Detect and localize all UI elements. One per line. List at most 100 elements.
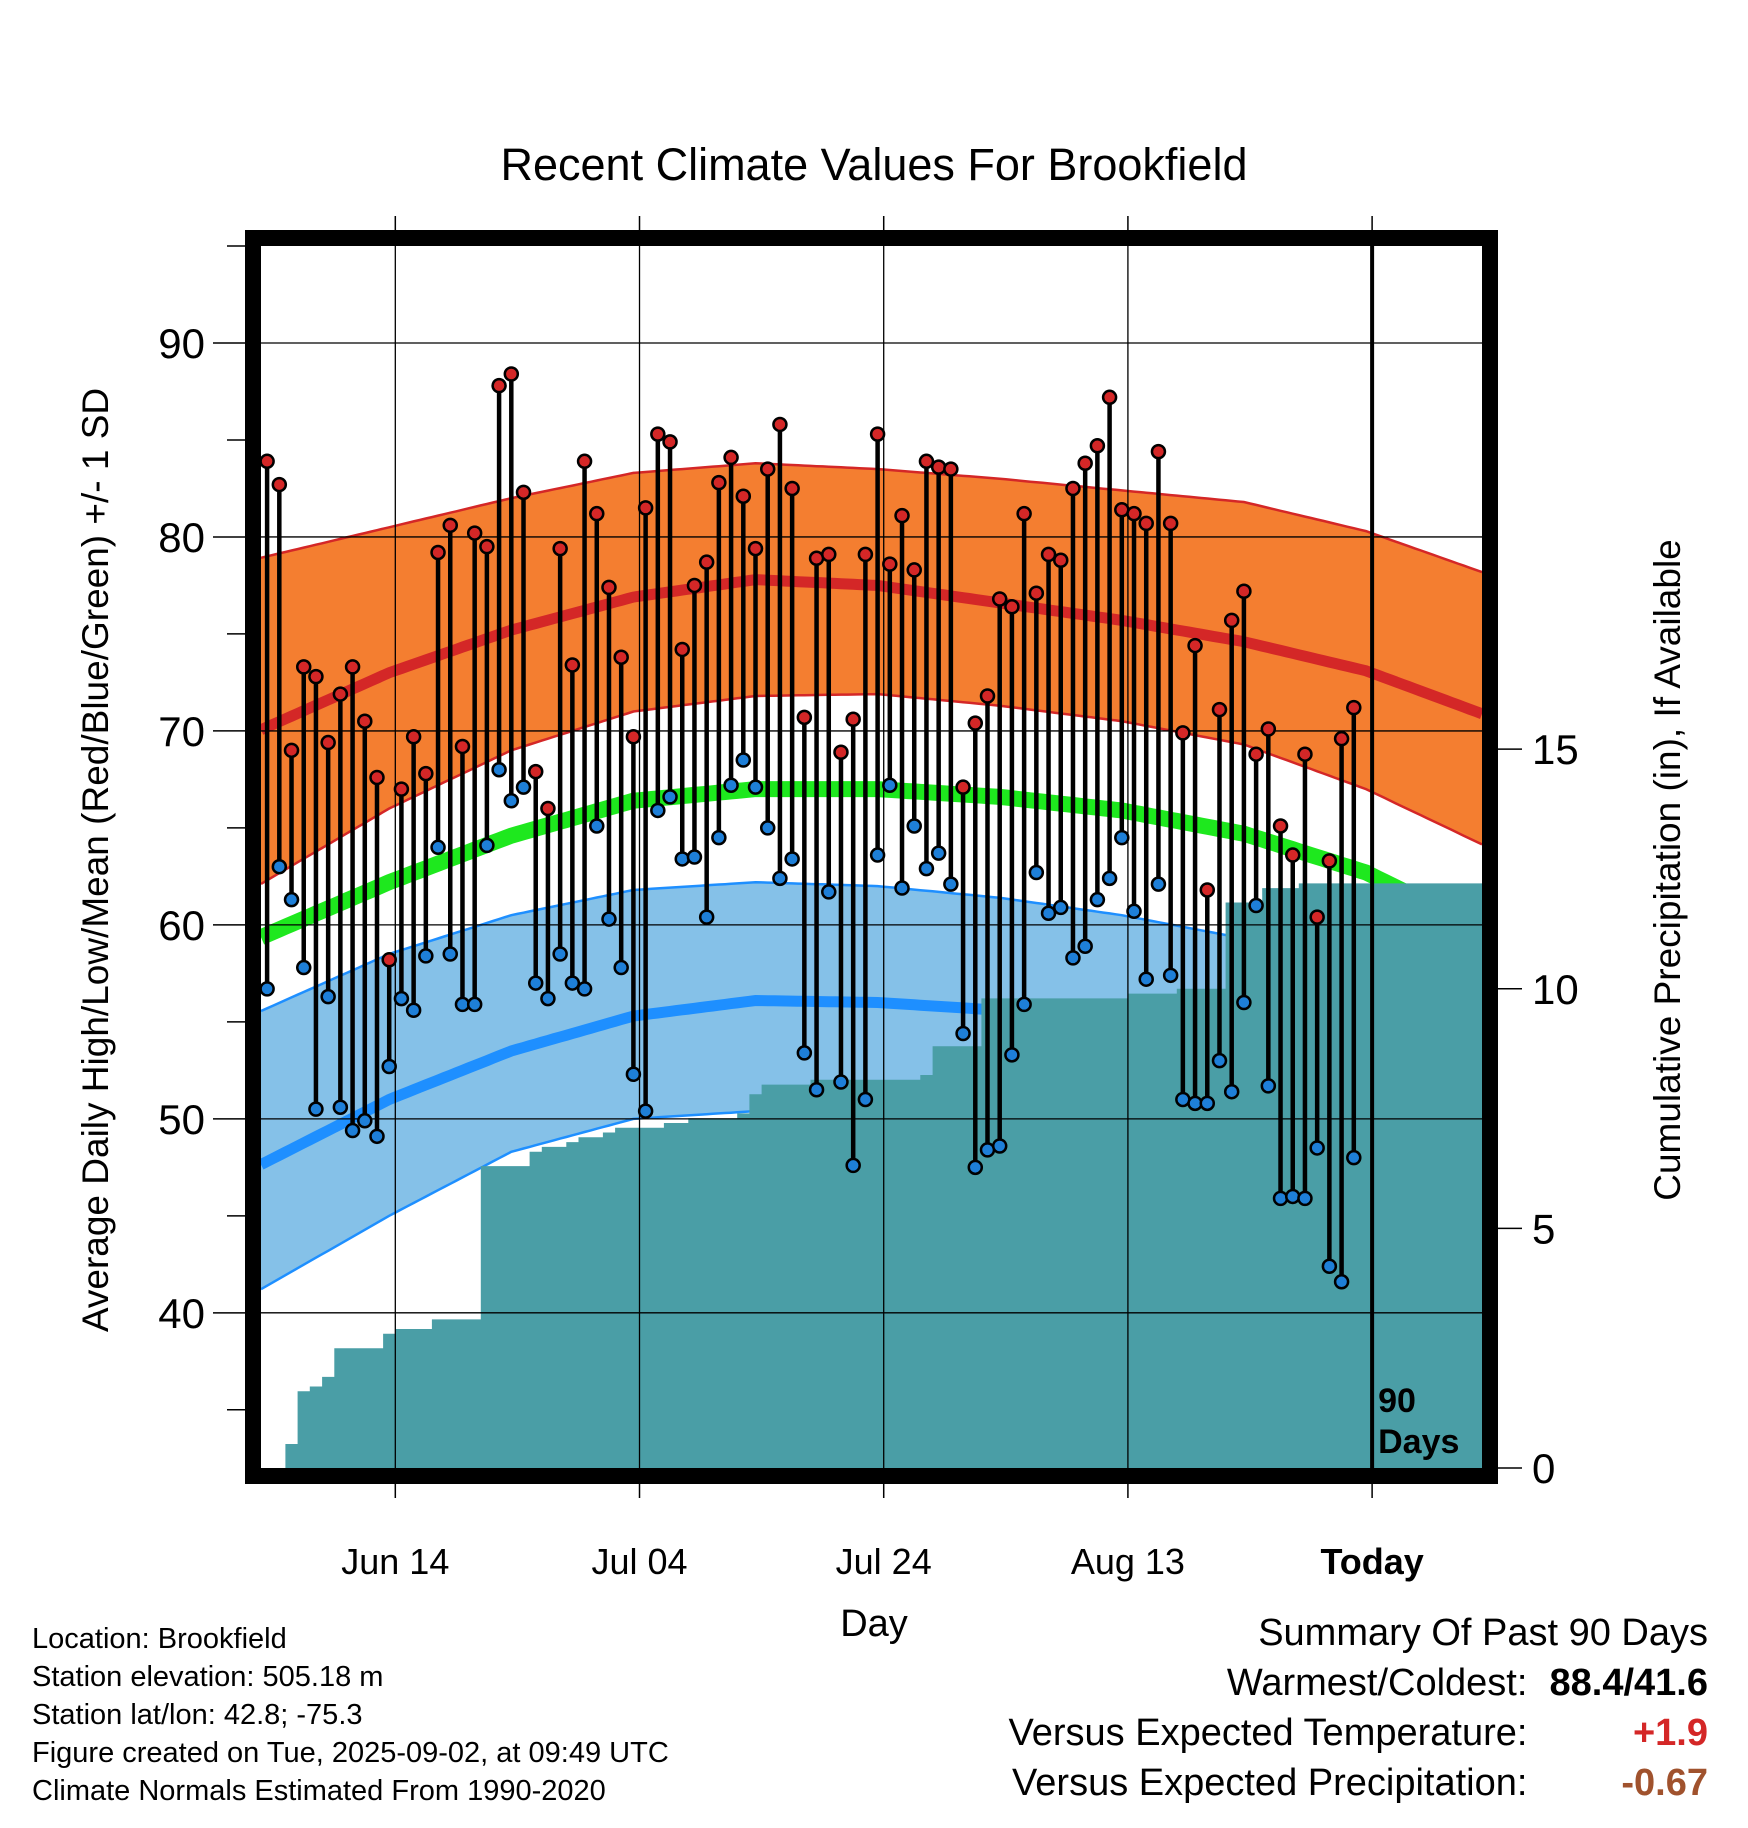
low-point (1053, 899, 1069, 916)
high-point (1040, 546, 1057, 563)
plot-frame (245, 230, 1498, 1484)
low-point (308, 1101, 324, 1117)
low-point (466, 996, 483, 1013)
high-point (527, 763, 544, 780)
high-point (869, 426, 886, 442)
high-point (930, 459, 947, 475)
low-point (320, 988, 336, 1005)
high-point (1077, 455, 1093, 471)
high-point (955, 779, 971, 795)
low-point (1040, 905, 1057, 922)
station-info: Location: Brookfield Station elevation: … (32, 1620, 669, 1810)
precip-row: Versus Expected Precipitation: -0.67 (1009, 1758, 1708, 1808)
high-point (967, 715, 984, 731)
low-point (930, 845, 947, 861)
low-point (759, 820, 776, 836)
high-point (1187, 637, 1203, 654)
summary-title: Summary Of Past 90 Days (1258, 1612, 1708, 1654)
high-point (381, 952, 397, 968)
x-tick-label: Today (1320, 1541, 1423, 1582)
low-point (747, 779, 764, 795)
warm-cold-label: Warmest/Coldest: (1226, 1662, 1528, 1704)
high-point (991, 591, 1008, 607)
y2-tick-label: 5 (1532, 1205, 1555, 1252)
high-point (1004, 599, 1020, 615)
high-point (1333, 730, 1350, 747)
low-point (332, 1099, 349, 1115)
warm-cold-value: 88.4/41.6 (1549, 1662, 1708, 1704)
low-point (1077, 938, 1093, 954)
low-point (735, 752, 752, 768)
low-point (918, 860, 935, 877)
low-point (1236, 994, 1252, 1011)
summary-panel: Summary Of Past 90 Days Warmest/Coldest:… (1009, 1608, 1708, 1808)
high-point (1150, 443, 1167, 460)
y-tick-label: 90 (158, 320, 205, 367)
high-point (698, 554, 715, 570)
temp-row: Versus Expected Temperature: +1.9 (1009, 1708, 1708, 1758)
elevation-text: Station elevation: 505.18 m (32, 1661, 384, 1693)
high-point (1223, 612, 1240, 629)
low-point (405, 1002, 422, 1018)
high-point (1297, 746, 1313, 762)
low-point (991, 1138, 1008, 1154)
temp-value: +1.9 (1632, 1712, 1708, 1754)
low-point (1028, 864, 1045, 881)
temp-label: Versus Expected Temperature: (1008, 1712, 1528, 1754)
high-point (369, 769, 385, 786)
high-point (857, 546, 874, 563)
y-tick-label: 40 (158, 1290, 205, 1337)
low-point (1297, 1190, 1313, 1207)
low-point (698, 909, 715, 925)
high-point (418, 765, 434, 782)
high-point (261, 453, 275, 470)
low-point (662, 789, 678, 805)
high-point (686, 577, 703, 594)
low-point (1260, 1078, 1277, 1094)
high-point (747, 540, 764, 557)
high-point (1101, 389, 1118, 406)
high-point (601, 579, 617, 596)
created-text: Figure created on Tue, 2025-09-02, at 09… (32, 1737, 669, 1769)
high-point (344, 659, 361, 675)
high-point (1199, 882, 1216, 898)
normals-text: Climate Normals Estimated From 1990-2020 (32, 1775, 606, 1807)
low-point (1272, 1190, 1289, 1207)
high-point (772, 416, 788, 433)
low-point (821, 884, 837, 900)
low-point (772, 870, 788, 887)
low-point (1138, 971, 1154, 987)
high-point (1126, 505, 1142, 522)
low-point (833, 1074, 849, 1090)
high-point (1138, 515, 1154, 532)
high-point (564, 657, 581, 673)
low-point (784, 851, 800, 867)
high-point (1346, 699, 1362, 716)
low-point (576, 981, 593, 997)
high-point (357, 713, 373, 729)
y-tick-label: 50 (158, 1096, 205, 1143)
y-axis-label: Average Daily High/Low/Mean (Red/Blue/Gr… (75, 388, 116, 1332)
low-point (393, 990, 410, 1007)
high-point (271, 476, 288, 493)
low-point (430, 839, 446, 856)
high-point (711, 474, 727, 491)
low-point (869, 847, 886, 863)
x-tick-label: Aug 13 (1071, 1541, 1185, 1582)
low-point (625, 1066, 642, 1082)
low-point (613, 959, 629, 976)
high-point (1260, 721, 1277, 737)
high-point (1016, 505, 1032, 522)
high-point (735, 488, 752, 504)
low-point (295, 959, 312, 976)
low-point (674, 851, 690, 867)
low-point (955, 1025, 971, 1042)
low-point (479, 837, 495, 854)
low-point (1089, 891, 1106, 908)
low-point (1101, 870, 1118, 887)
high-point (491, 377, 507, 394)
precipitation-area (261, 883, 1482, 1468)
high-normal-band (261, 463, 1482, 884)
